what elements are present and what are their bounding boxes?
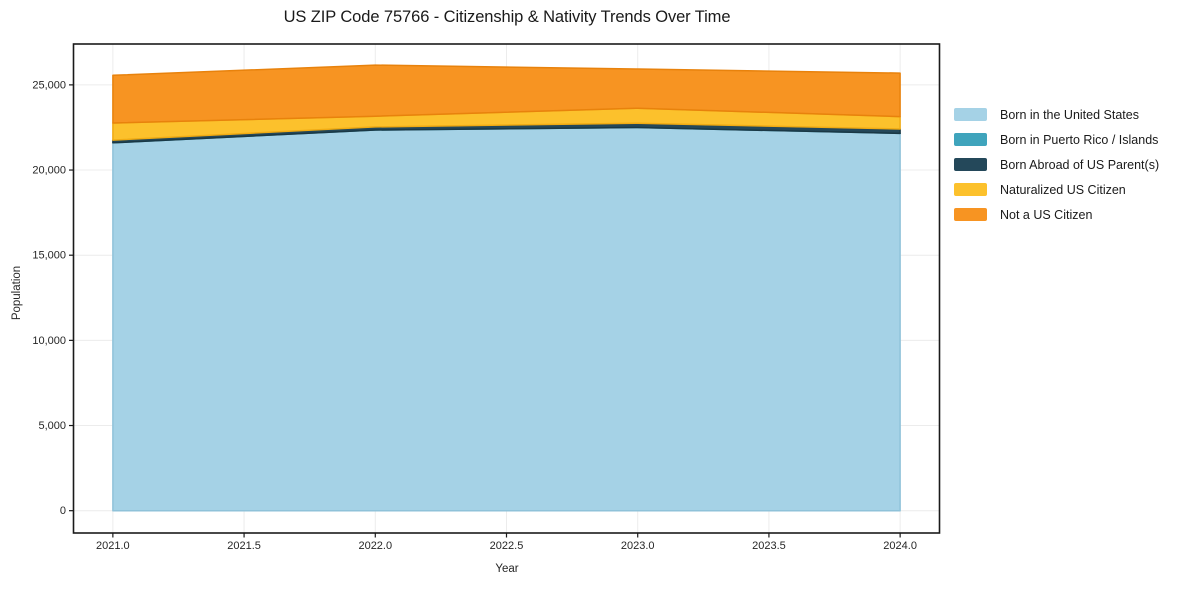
y-tick-label: 10,000: [32, 335, 66, 347]
y-tick-label: 0: [60, 505, 66, 517]
y-tick-label: 25,000: [32, 79, 66, 91]
y-axis-label: Population: [11, 265, 23, 321]
x-tick-label: 2021.5: [227, 540, 261, 552]
legend: Born in the United States Born in Puerto …: [954, 107, 1159, 222]
chart-title: US ZIP Code 75766 - Citizenship & Nativi…: [283, 8, 731, 26]
legend-item-born-abroad-of-us-parents: Born Abroad of US Parent(s): [954, 157, 1159, 172]
legend-swatch: [954, 158, 987, 171]
legend-swatch: [954, 133, 987, 146]
legend-item-not-a-us-citizen: Not a US Citizen: [954, 207, 1159, 222]
x-axis-label: Year: [495, 563, 519, 575]
legend-swatch: [954, 208, 987, 221]
x-tick-label: 2023.0: [621, 540, 655, 552]
x-tick-label: 2024.0: [883, 540, 917, 552]
y-tick-label: 15,000: [32, 250, 66, 262]
x-tick-label: 2022.0: [358, 540, 392, 552]
area-born-in-the-united-states: [112, 126, 901, 512]
legend-label: Born in the United States: [1000, 107, 1139, 122]
y-tick-label: 5,000: [38, 420, 66, 432]
legend-label: Naturalized US Citizen: [1000, 182, 1126, 197]
legend-swatch: [954, 183, 987, 196]
legend-label: Born Abroad of US Parent(s): [1000, 157, 1160, 172]
legend-item-naturalized-us-citizen: Naturalized US Citizen: [954, 182, 1159, 197]
x-tick-label: 2023.5: [752, 540, 786, 552]
x-tick-label: 2021.0: [96, 540, 130, 552]
legend-label: Not a US Citizen: [1000, 207, 1093, 222]
area-not-a-us-citizen: [112, 64, 901, 124]
x-tick-label: 2022.5: [490, 540, 524, 552]
y-tick-label: 20,000: [32, 165, 66, 177]
legend-swatch: [954, 108, 987, 121]
legend-label: Born in Puerto Rico / Islands: [1000, 132, 1159, 147]
legend-item-born-in-the-united-states: Born in the United States: [954, 107, 1159, 122]
legend-item-born-in-puerto-rico-islands: Born in Puerto Rico / Islands: [954, 132, 1159, 147]
